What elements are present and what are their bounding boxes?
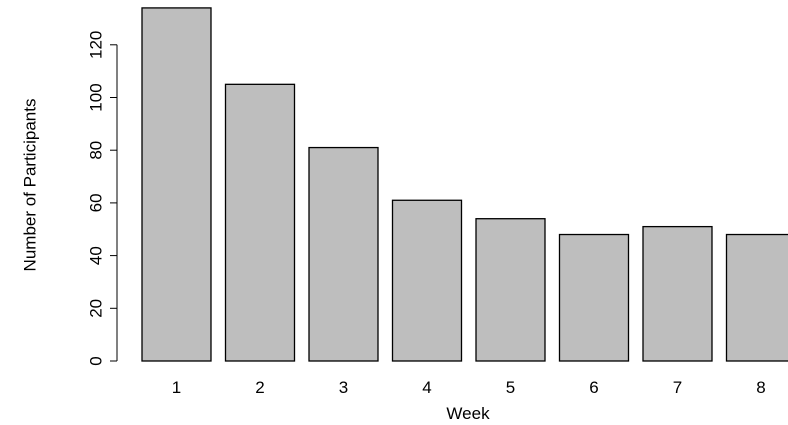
- y-axis: 0 20 40 60 80 100 120: [87, 31, 118, 366]
- x-tick-labels: 1 2 3 4 5 6 7 8: [172, 378, 766, 397]
- y-axis-title: Number of Participants: [21, 99, 40, 272]
- bar-week-2: [224, 83, 296, 362]
- x-tick-label: 1: [172, 378, 181, 397]
- bar-week-5: [475, 218, 546, 362]
- y-tick-label: 120: [87, 31, 106, 59]
- x-tick-label: 4: [422, 378, 431, 397]
- x-tick-label: 6: [589, 378, 598, 397]
- x-tick-label: 2: [255, 378, 264, 397]
- bar-week-6: [558, 233, 630, 362]
- x-tick-label: 7: [673, 378, 682, 397]
- bar-week-3: [308, 146, 379, 362]
- x-tick-label: 8: [756, 378, 765, 397]
- y-tick-label: 100: [87, 83, 106, 111]
- y-tick-label: 60: [87, 193, 106, 212]
- bar-week-4: [391, 199, 463, 362]
- x-tick-label: 5: [506, 378, 515, 397]
- bar-week-7: [642, 225, 713, 362]
- y-tick-label: 20: [87, 299, 106, 318]
- bars-group: [141, 7, 788, 362]
- y-tick-label: 0: [87, 356, 106, 365]
- y-tick-label: 80: [87, 141, 106, 160]
- bar-week-8: [725, 233, 788, 362]
- x-tick-label: 3: [339, 378, 348, 397]
- y-tick-label: 40: [87, 246, 106, 265]
- bar-week-1: [141, 7, 212, 362]
- x-axis-title: Week: [446, 404, 490, 423]
